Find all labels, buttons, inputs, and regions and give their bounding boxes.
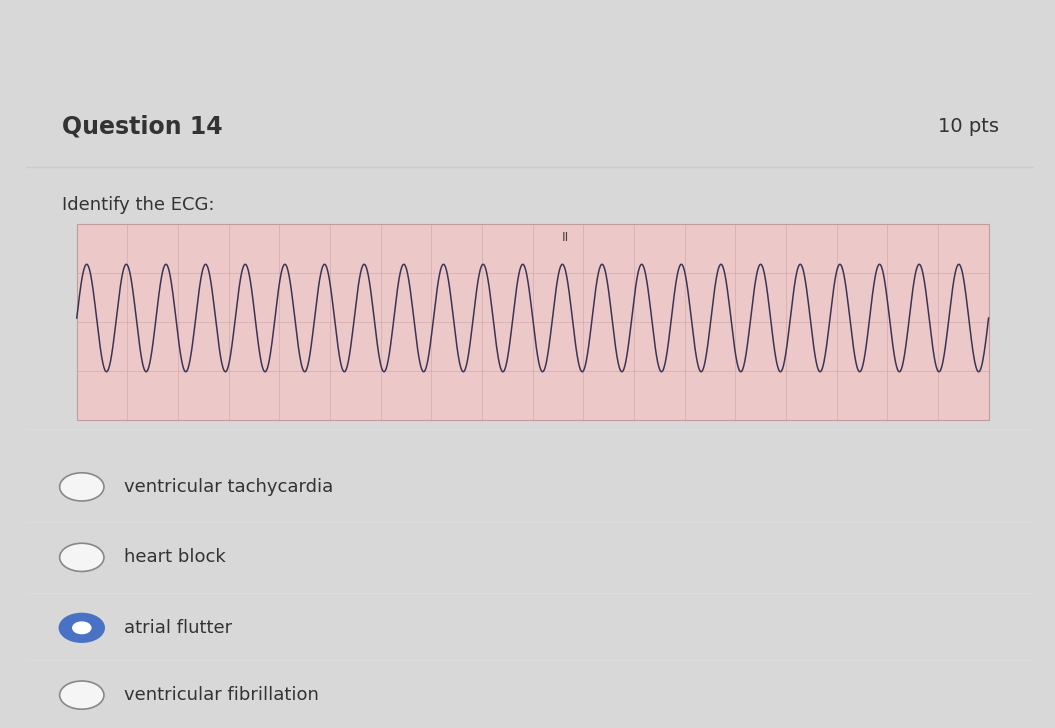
Text: 10 pts: 10 pts bbox=[938, 117, 999, 136]
Circle shape bbox=[73, 622, 91, 633]
FancyBboxPatch shape bbox=[77, 224, 989, 419]
Circle shape bbox=[60, 681, 104, 709]
Text: heart block: heart block bbox=[124, 548, 226, 566]
Text: II: II bbox=[561, 231, 569, 244]
Text: Question 14: Question 14 bbox=[61, 115, 223, 139]
Text: ventricular tachycardia: ventricular tachycardia bbox=[124, 478, 333, 496]
Text: atrial flutter: atrial flutter bbox=[124, 619, 232, 637]
Circle shape bbox=[60, 614, 104, 642]
Circle shape bbox=[60, 543, 104, 571]
Circle shape bbox=[60, 472, 104, 501]
Text: Identify the ECG:: Identify the ECG: bbox=[61, 196, 214, 214]
Text: ventricular fibrillation: ventricular fibrillation bbox=[124, 686, 319, 704]
